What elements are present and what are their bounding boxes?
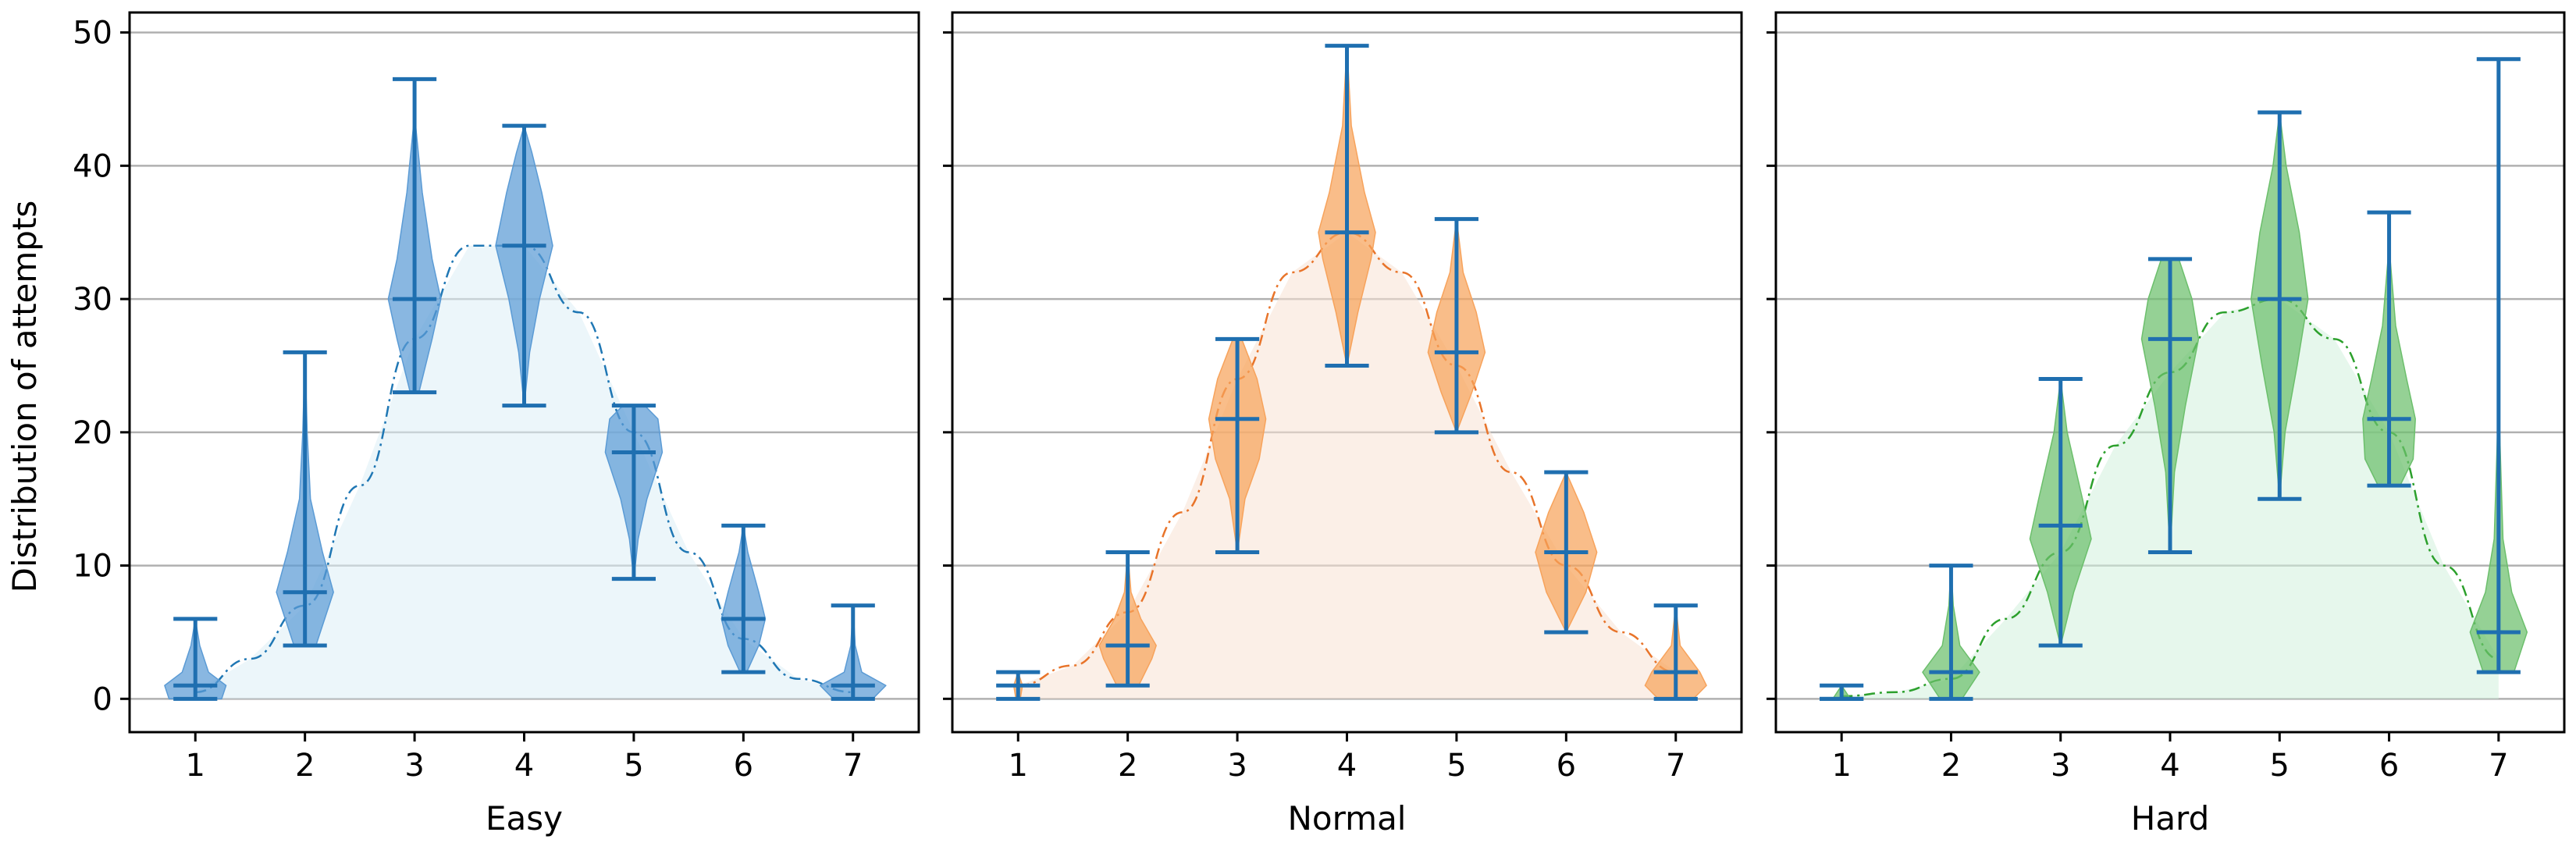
panel-3: 1 2 3 4 5 6 7 Hard [1767, 11, 2566, 838]
y-tick-label: 50 [73, 16, 112, 52]
panel-2: 1 2 3 4 5 6 7 Normal [943, 11, 1743, 838]
x-tick-label: 6 [1557, 748, 1576, 784]
y-tick-label: 20 [73, 415, 112, 451]
x-tick-label: 4 [2160, 748, 2179, 784]
x-tick-label: 4 [514, 748, 534, 784]
x-tick-label: 1 [186, 748, 205, 784]
x-tick-label: 7 [1666, 748, 1685, 784]
trend-area [195, 245, 853, 699]
x-tick-label: 7 [2489, 748, 2508, 784]
y-axis-title: Distribution of attempts [5, 201, 44, 593]
x-tick-label: 2 [1941, 748, 1961, 784]
x-tick-label: 5 [624, 748, 643, 784]
x-tick-label: 1 [1009, 748, 1028, 784]
x-tick-label: 1 [1831, 748, 1851, 784]
panels-group: 0 10 20 30 40 50 1 2 3 4 5 6 7 Easy 1 2 3 4 5 6 7 Normal 1 2 3 4 5… [73, 11, 2566, 838]
panel-xlabel: Easy [486, 799, 563, 838]
x-tick-label: 6 [734, 748, 753, 784]
trend-area [1018, 232, 1676, 699]
x-tick-label: 5 [2270, 748, 2290, 784]
panel-xlabel: Hard [2131, 799, 2210, 838]
panel-1: 0 10 20 30 40 50 1 2 3 4 5 6 7 Easy [73, 11, 920, 838]
y-tick-label: 0 [93, 681, 112, 717]
y-tick-label: 30 [73, 282, 112, 318]
x-tick-label: 3 [404, 748, 424, 784]
x-tick-label: 6 [2379, 748, 2399, 784]
x-tick-label: 2 [1118, 748, 1137, 784]
x-tick-label: 4 [1337, 748, 1357, 784]
x-tick-label: 7 [843, 748, 863, 784]
panel-xlabel: Normal [1288, 799, 1407, 838]
y-tick-label: 10 [73, 549, 112, 585]
y-tick-label: 40 [73, 148, 112, 184]
x-tick-label: 2 [295, 748, 315, 784]
x-tick-label: 3 [1227, 748, 1247, 784]
x-tick-label: 3 [2051, 748, 2070, 784]
x-tick-label: 5 [1446, 748, 1466, 784]
